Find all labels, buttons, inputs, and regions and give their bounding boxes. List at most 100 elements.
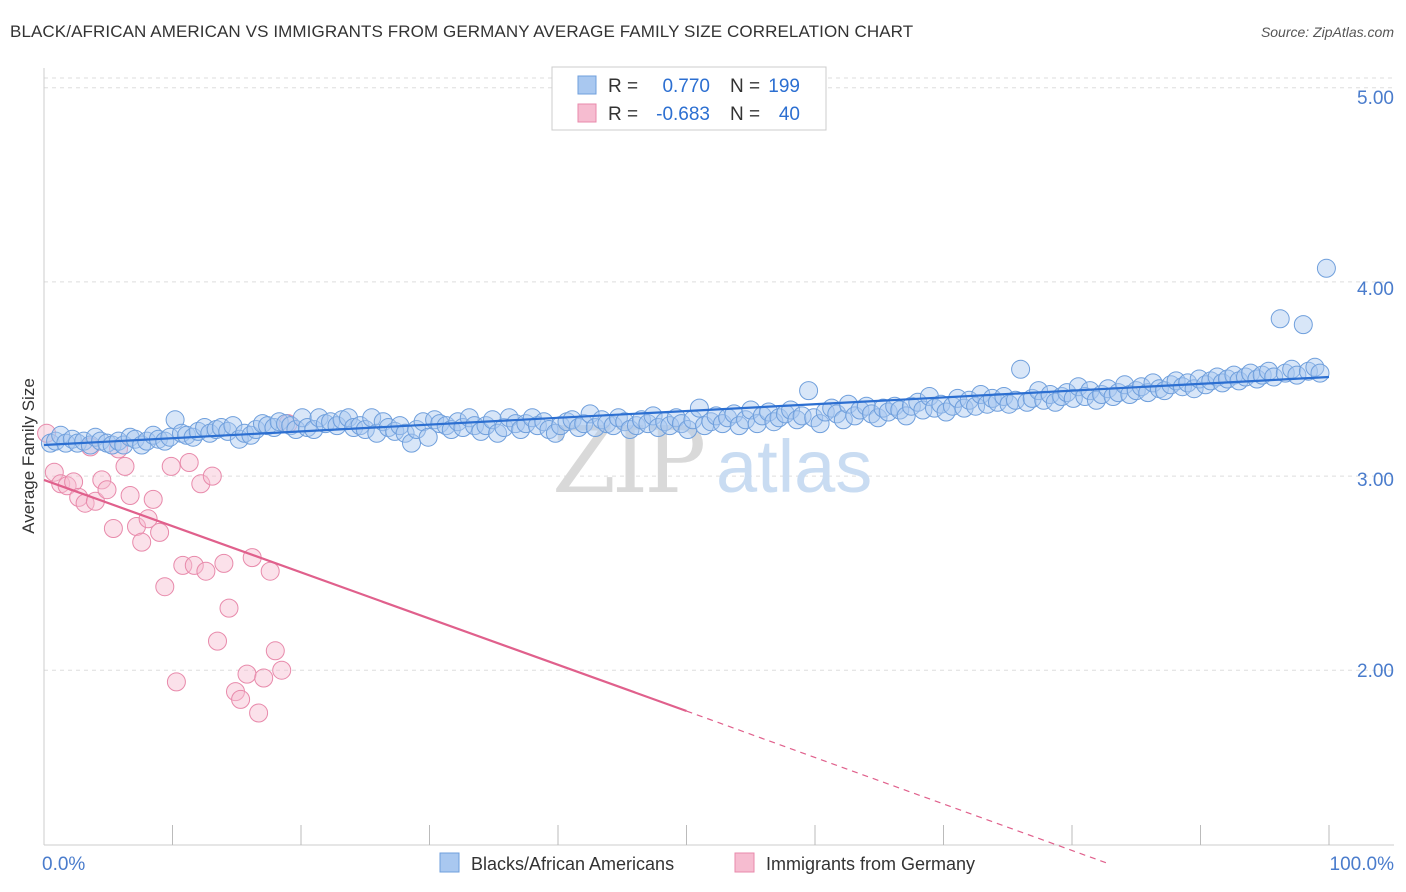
bottom-legend-label-blue: Blacks/African Americans	[471, 854, 674, 874]
germany-points	[37, 414, 298, 723]
black-point	[1173, 377, 1192, 397]
germany-point	[249, 703, 269, 723]
legend-swatch-pink	[577, 103, 597, 123]
germany-point	[237, 664, 257, 684]
black-point	[1316, 258, 1336, 278]
germany-point	[254, 668, 274, 688]
black-point	[1063, 388, 1083, 408]
black-point	[833, 410, 853, 430]
trend-lines	[43, 375, 1330, 865]
black-point	[799, 381, 819, 401]
source-credit: Source: ZipAtlas.com	[1260, 24, 1394, 40]
germany-point	[214, 553, 234, 573]
black-point	[626, 416, 646, 436]
germany-point	[155, 577, 175, 597]
black-point	[792, 406, 812, 426]
black-point	[418, 427, 438, 447]
black-point	[339, 408, 358, 428]
black-point	[494, 418, 514, 437]
germany-point	[115, 456, 135, 476]
germany-trend-extension	[686, 710, 1111, 865]
legend-n-label-pink: N =	[730, 104, 760, 125]
black-point	[1293, 315, 1313, 335]
germany-point	[208, 631, 227, 651]
germany-trend-line	[43, 478, 687, 713]
germany-point	[150, 522, 170, 542]
watermark-atlas: atlas	[716, 425, 872, 508]
germany-point	[161, 456, 181, 476]
black-point	[689, 398, 709, 418]
germany-point	[120, 486, 140, 505]
correlation-legend: R = 0.770 N = 199 R = -0.683 N = 40	[551, 66, 827, 131]
germany-point	[179, 453, 199, 472]
black-point	[868, 408, 888, 428]
bottom-legend-swatch-blue	[439, 852, 460, 873]
y-tick-label-4: 4.00	[1357, 279, 1394, 300]
legend-r-value-pink: -0.683	[656, 104, 710, 125]
black-point	[1305, 357, 1325, 377]
black-point	[569, 418, 589, 437]
legend-swatch-blue	[577, 75, 597, 95]
black-point	[948, 388, 968, 408]
black-point	[1264, 367, 1284, 387]
germany-point	[272, 660, 292, 680]
germany-point	[143, 489, 163, 509]
germany-point	[202, 466, 222, 486]
germany-point	[138, 509, 158, 529]
y-axis-label: Average Family Size	[19, 378, 38, 534]
black-point	[1011, 359, 1031, 379]
black-point	[292, 408, 312, 428]
black-point	[632, 410, 651, 430]
legend-r-value-blue: 0.770	[662, 76, 710, 97]
black-point	[1075, 387, 1095, 406]
germany-point	[173, 555, 193, 575]
black-points	[40, 258, 1336, 455]
germany-point	[265, 641, 285, 661]
bottom-legend-swatch-pink	[734, 852, 755, 873]
black-point	[919, 387, 939, 406]
black-point	[1247, 369, 1267, 389]
black-point	[660, 416, 680, 436]
x-tick-label-end: 100.0%	[1330, 854, 1395, 875]
black-point	[810, 414, 830, 434]
black-point	[574, 414, 594, 434]
legend-n-value-pink: 40	[779, 104, 800, 125]
black-point	[764, 412, 784, 432]
black-point	[666, 408, 686, 428]
germany-point	[132, 532, 152, 552]
black-point	[1275, 363, 1295, 383]
x-tick-label-start: 0.0%	[42, 854, 85, 875]
germany-point	[191, 474, 211, 494]
black-point	[787, 410, 807, 430]
y-tick-label-2: 2.00	[1357, 661, 1394, 682]
germany-point	[103, 519, 123, 538]
black-point	[1006, 390, 1025, 410]
black-point	[966, 396, 986, 416]
black-point	[395, 423, 415, 443]
black-point	[1224, 365, 1244, 385]
black-point	[1029, 381, 1049, 401]
germany-point	[219, 598, 239, 618]
black-point	[539, 420, 559, 439]
black-point	[436, 416, 456, 436]
black-point	[873, 398, 893, 418]
y-tick-label-3: 3.00	[1357, 470, 1394, 491]
black-point	[896, 406, 916, 426]
black-point	[562, 410, 582, 430]
legend-r-label-blue: R =	[608, 76, 638, 97]
germany-point	[44, 462, 64, 482]
black-point	[1310, 363, 1330, 383]
black-trend-line	[43, 375, 1330, 447]
legend-r-label-pink: R =	[608, 104, 638, 125]
black-point	[1270, 309, 1290, 329]
y-tick-label-5: 5.00	[1357, 88, 1394, 109]
legend-box	[551, 66, 827, 131]
legend-n-label-blue: N =	[730, 76, 760, 97]
germany-point	[97, 480, 117, 500]
germany-point	[127, 517, 146, 536]
x-axis-ticks	[172, 825, 1330, 845]
black-point	[441, 420, 461, 439]
black-point	[350, 416, 370, 436]
bottom-legend-label-pink: Immigrants from Germany	[766, 854, 975, 874]
